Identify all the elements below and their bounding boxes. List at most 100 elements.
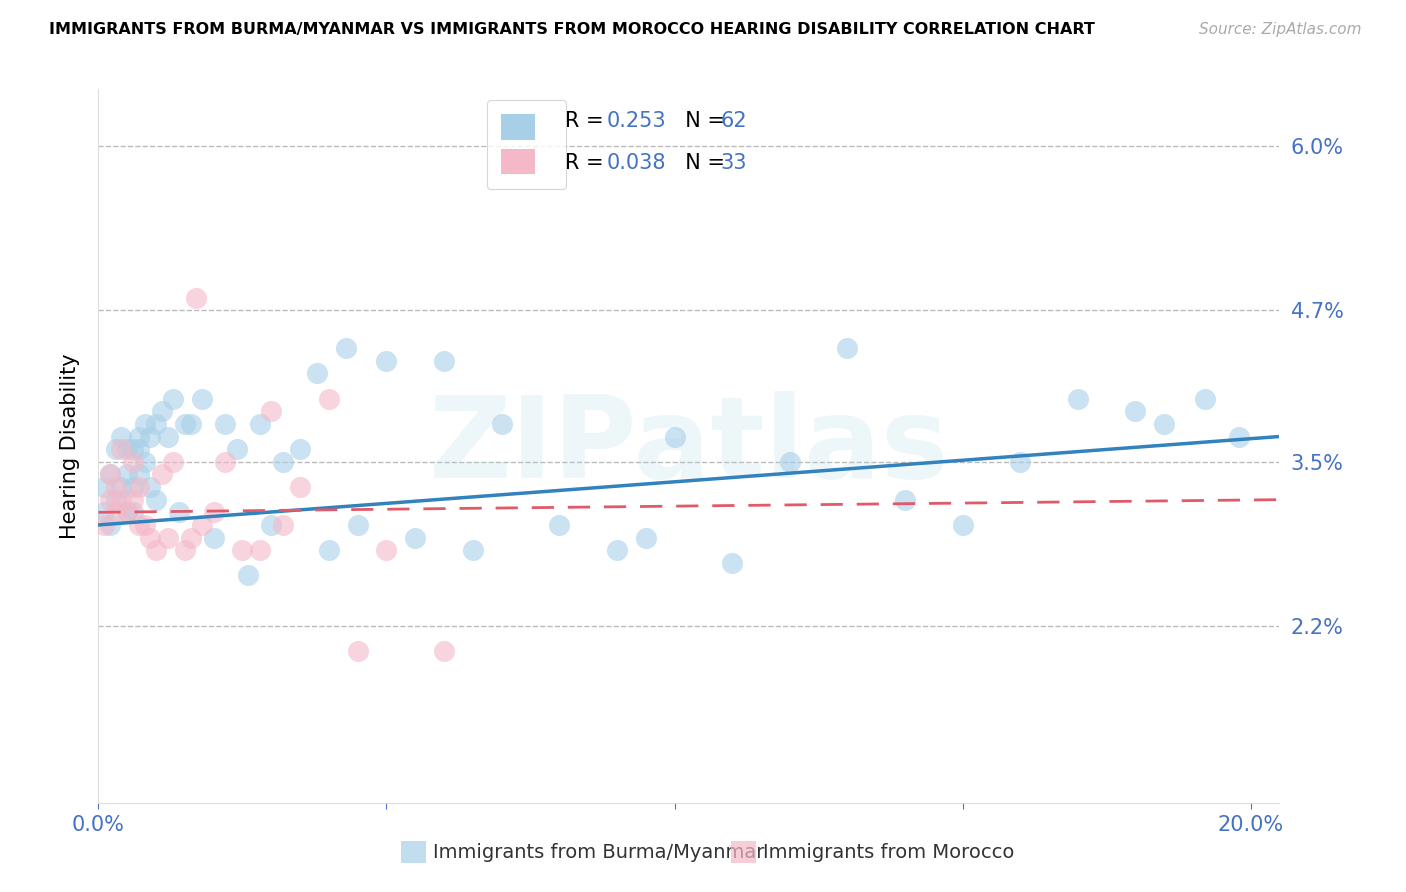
Point [134, 417, 156, 431]
Point [162, 392, 184, 406]
Point [238, 568, 260, 582]
Text: ZIPatlas: ZIPatlas [429, 391, 949, 501]
Point [260, 404, 283, 418]
Point [318, 543, 340, 558]
Legend: , : , [486, 100, 567, 189]
Point [186, 291, 208, 305]
Text: IMMIGRANTS FROM BURMA/MYANMAR VS IMMIGRANTS FROM MOROCCO HEARING DISABILITY CORR: IMMIGRANTS FROM BURMA/MYANMAR VS IMMIGRA… [49, 22, 1095, 37]
Point [115, 442, 138, 457]
Point [288, 442, 311, 457]
Point [134, 455, 156, 469]
Point [139, 531, 162, 545]
Text: 62: 62 [721, 112, 748, 131]
Point [128, 517, 150, 532]
Point [98, 467, 121, 482]
Point [128, 442, 150, 457]
Point [606, 543, 628, 558]
Text: R =: R = [565, 153, 610, 173]
Point [894, 492, 917, 507]
Point [779, 455, 801, 469]
Point [110, 480, 132, 494]
Point [122, 455, 145, 469]
Point [837, 341, 859, 355]
Point [162, 455, 184, 469]
Text: R =: R = [565, 112, 610, 131]
Point [128, 480, 150, 494]
Point [225, 442, 247, 457]
Point [231, 543, 253, 558]
Point [404, 531, 426, 545]
Point [134, 517, 156, 532]
Point [150, 404, 173, 418]
Point [98, 517, 121, 532]
Text: 0.038: 0.038 [606, 153, 666, 173]
Point [1010, 455, 1032, 469]
Point [104, 480, 127, 494]
Point [249, 417, 271, 431]
Text: N =: N = [672, 153, 733, 173]
Point [335, 341, 357, 355]
Point [156, 429, 179, 443]
Point [346, 644, 368, 658]
Point [260, 517, 283, 532]
Point [122, 505, 145, 519]
Point [191, 392, 214, 406]
Point [110, 442, 132, 457]
Point [548, 517, 571, 532]
Point [115, 505, 138, 519]
Point [664, 429, 686, 443]
Point [128, 429, 150, 443]
Point [156, 531, 179, 545]
Point [288, 480, 311, 494]
Text: 0.253: 0.253 [606, 112, 666, 131]
Point [1153, 417, 1175, 431]
Point [180, 531, 202, 545]
Point [110, 429, 132, 443]
Point [307, 367, 329, 381]
Point [433, 353, 456, 368]
Point [122, 480, 145, 494]
Point [214, 455, 236, 469]
Point [139, 429, 162, 443]
Text: Immigrants from Morocco: Immigrants from Morocco [763, 843, 1015, 862]
Point [1194, 392, 1216, 406]
Point [1125, 404, 1147, 418]
Point [952, 517, 974, 532]
Point [191, 517, 214, 532]
Point [115, 467, 138, 482]
Point [93, 517, 115, 532]
Point [214, 417, 236, 431]
Text: N =: N = [672, 112, 733, 131]
Point [93, 480, 115, 494]
Point [98, 492, 121, 507]
Point [145, 492, 167, 507]
Point [145, 543, 167, 558]
Point [128, 467, 150, 482]
Point [634, 531, 657, 545]
Point [150, 467, 173, 482]
Point [104, 505, 127, 519]
Text: Source: ZipAtlas.com: Source: ZipAtlas.com [1198, 22, 1361, 37]
Point [461, 543, 484, 558]
Point [93, 505, 115, 519]
Point [721, 556, 744, 570]
Point [1227, 429, 1250, 443]
Point [122, 492, 145, 507]
Point [271, 455, 294, 469]
Point [110, 492, 132, 507]
Point [167, 505, 190, 519]
Point [180, 417, 202, 431]
Point [104, 492, 127, 507]
Point [491, 417, 513, 431]
Point [145, 417, 167, 431]
Point [202, 505, 225, 519]
Point [173, 543, 195, 558]
Point [346, 517, 368, 532]
Point [98, 467, 121, 482]
Point [139, 480, 162, 494]
Point [1067, 392, 1090, 406]
Text: 33: 33 [721, 153, 748, 173]
Point [375, 543, 398, 558]
Point [318, 392, 340, 406]
Point [104, 442, 127, 457]
